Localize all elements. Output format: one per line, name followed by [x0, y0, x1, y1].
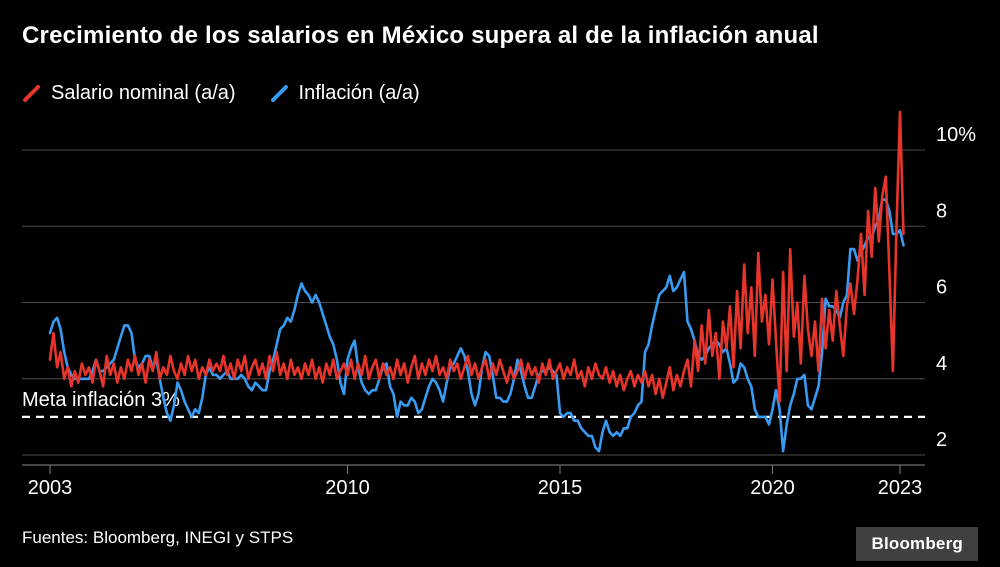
x-tick-label: 2010: [325, 477, 370, 499]
target-line-label: Meta inflación 3%: [22, 389, 180, 411]
chart-title: Crecimiento de los salarios en México su…: [22, 22, 819, 49]
x-tick-label: 2003: [28, 477, 73, 499]
source-note: Fuentes: Bloomberg, INEGI y STPS: [22, 528, 294, 547]
bloomberg-logo: Bloomberg: [856, 527, 978, 561]
x-tick-label: 2020: [750, 477, 795, 499]
y-tick-label: 8: [936, 200, 947, 222]
legend-item-salario: Salario nominal (a/a): [22, 82, 236, 105]
y-tick-label: 6: [936, 277, 947, 299]
legend-item-inflacion: Inflación (a/a): [270, 82, 420, 105]
x-tick-label: 2023: [878, 477, 923, 499]
y-tick-label: 4: [936, 353, 947, 375]
legend-label-inflacion: Inflación (a/a): [298, 82, 420, 104]
salario-line-icon: [23, 84, 40, 102]
legend-label-salario: Salario nominal (a/a): [51, 82, 236, 104]
y-tick-label: 10%: [936, 124, 976, 146]
inflacion-line-icon: [270, 84, 288, 102]
legend: Salario nominal (a/a) Inflación (a/a): [22, 82, 420, 105]
series-line-inflaci-n-a-a-: [48, 198, 905, 453]
series-line-salario-nominal-a-a-: [48, 110, 905, 403]
x-tick-label: 2015: [538, 477, 583, 499]
y-tick-label: 2: [936, 429, 947, 451]
